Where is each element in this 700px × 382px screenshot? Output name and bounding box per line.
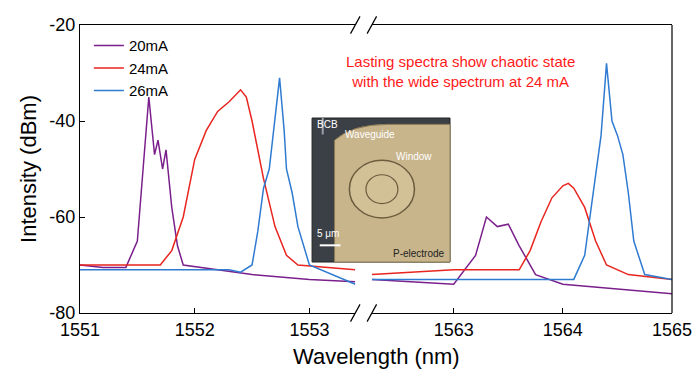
svg-text:24mA: 24mA [129,60,168,77]
svg-text:1553: 1553 [289,320,329,340]
svg-text:5 μm: 5 μm [317,228,339,239]
svg-text:26mA: 26mA [129,82,168,99]
svg-text:Wavelength (nm): Wavelength (nm) [293,344,460,369]
svg-text:Window: Window [396,151,432,162]
svg-text:-60: -60 [49,207,75,227]
svg-text:BCB: BCB [317,119,338,130]
svg-text:-20: -20 [49,15,75,35]
svg-text:Intensity (dBm): Intensity (dBm) [16,95,41,243]
svg-text:1552: 1552 [175,320,215,340]
svg-text:1551: 1551 [60,320,100,340]
svg-text:1563: 1563 [434,320,474,340]
svg-text:P-electrode: P-electrode [393,248,445,259]
svg-text:-80: -80 [49,303,75,323]
svg-text:Waveguide: Waveguide [345,129,395,140]
svg-text:20mA: 20mA [129,37,168,54]
svg-text:Lasting spectra show chaotic s: Lasting spectra show chaotic statewith t… [346,53,575,90]
svg-text:1564: 1564 [543,320,583,340]
svg-text:1565: 1565 [652,320,692,340]
svg-text:-40: -40 [49,111,75,131]
